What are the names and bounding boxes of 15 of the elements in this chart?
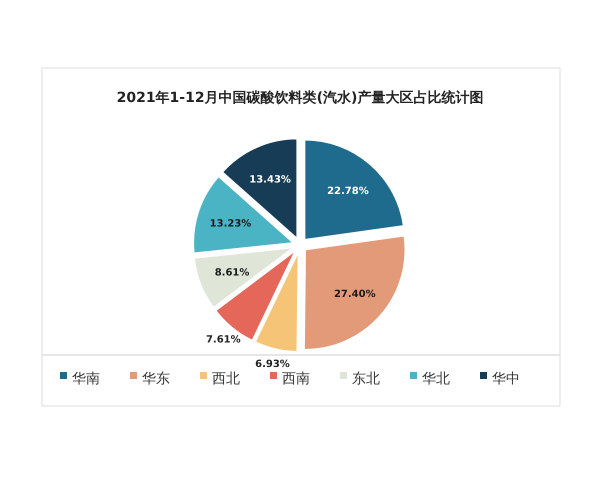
data-label: 7.61% — [206, 334, 241, 346]
chart-title: 2021年1-12月中国碳酸饮料类(汽水)产量大区占比统计图 — [116, 89, 484, 106]
data-label: 6.93% — [255, 358, 290, 370]
legend-label: 西北 — [212, 371, 240, 387]
legend-label: 西南 — [282, 371, 310, 387]
legend-label: 华南 — [72, 371, 100, 387]
legend-label: 华东 — [142, 371, 170, 387]
data-label: 8.61% — [214, 268, 250, 279]
data-label: 22.78% — [327, 186, 369, 197]
data-label: 13.43% — [249, 174, 291, 186]
legend-label: 华中 — [492, 371, 520, 387]
data-label: 27.40% — [334, 289, 376, 300]
legend-label: 东北 — [352, 371, 380, 387]
legend-label: 华北 — [422, 371, 450, 387]
data-label: 13.23% — [210, 218, 252, 230]
